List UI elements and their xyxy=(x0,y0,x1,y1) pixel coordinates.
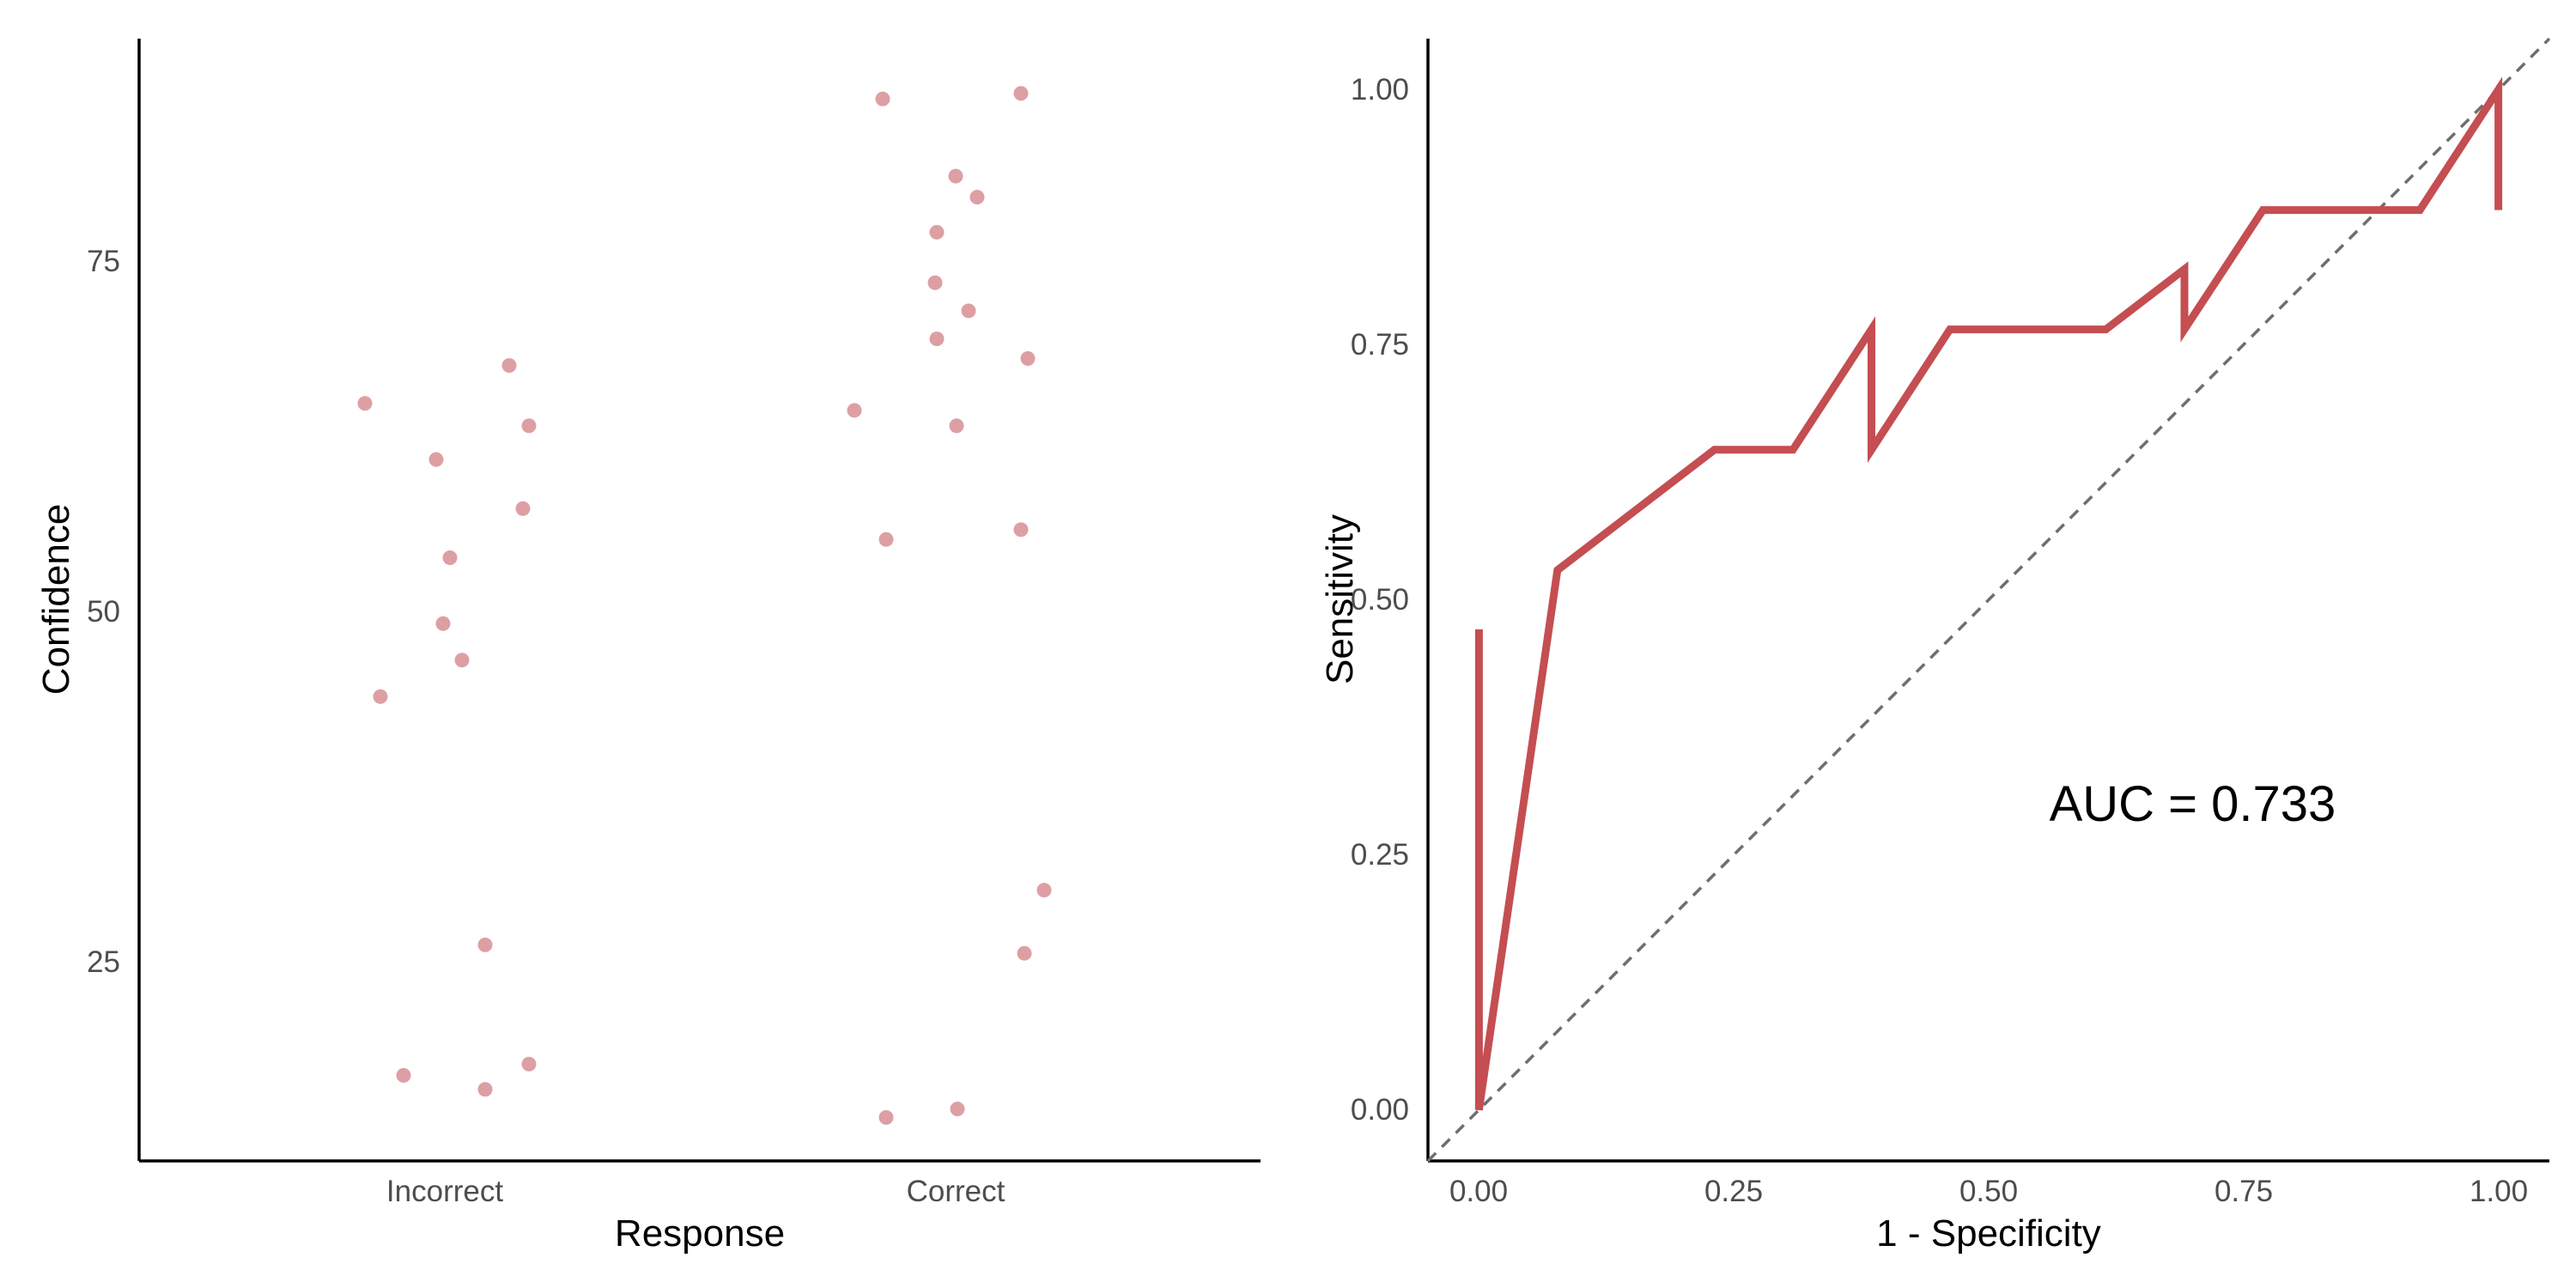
scatter-point xyxy=(373,689,388,704)
left-y-axis-title: Confidence xyxy=(35,504,77,696)
scatter-point xyxy=(969,190,985,205)
scatter-point xyxy=(878,1109,894,1125)
scatter-point xyxy=(950,1102,965,1117)
scatter-point xyxy=(428,452,444,467)
right-x-tick-label: 0.75 xyxy=(2215,1175,2273,1208)
scatter-point xyxy=(521,418,537,434)
right-y-tick-label: 0.25 xyxy=(1351,838,1409,872)
scatter-point xyxy=(396,1067,411,1083)
right-y-tick-label: 0.75 xyxy=(1351,328,1409,361)
right-y-ticks: 0.00 0.25 0.50 0.75 1.00 xyxy=(1351,73,1409,1127)
right-x-axis-title: 1 - Specificity xyxy=(1876,1212,2101,1255)
scatter-point xyxy=(847,403,862,418)
scatter-point xyxy=(949,418,964,434)
right-y-tick-label: 0.00 xyxy=(1351,1093,1409,1127)
roc-curve-panel: 0.00 0.25 0.50 0.75 1.00 0.00 0.25 0.50 … xyxy=(1319,37,2551,1255)
right-x-tick-label: 0.50 xyxy=(1959,1175,2018,1208)
right-y-axis-title: Sensitivity xyxy=(1319,514,1361,684)
scatter-point xyxy=(515,501,531,516)
scatter-points xyxy=(357,86,1052,1125)
roc-reference-diagonal xyxy=(1426,37,2551,1163)
left-y-tick-label: 75 xyxy=(87,245,120,278)
left-y-ticks: 25 50 75 xyxy=(87,245,120,979)
scatter-point xyxy=(477,1082,493,1097)
scatter-point xyxy=(521,1056,537,1072)
auc-annotation: AUC = 0.733 xyxy=(2050,776,2336,832)
left-x-ticks: Incorrect Correct xyxy=(386,1175,1005,1208)
scatter-point xyxy=(1013,522,1029,538)
right-x-tick-label: 1.00 xyxy=(2470,1175,2528,1208)
scatter-point xyxy=(1036,883,1052,898)
left-x-tick-label: Incorrect xyxy=(386,1175,503,1208)
scatter-point xyxy=(929,331,945,347)
scatter-point xyxy=(961,303,976,319)
scatter-point xyxy=(442,550,458,565)
scatter-point xyxy=(1020,350,1036,366)
right-x-ticks: 0.00 0.25 0.50 0.75 1.00 xyxy=(1449,1175,2528,1208)
scatter-point xyxy=(929,224,945,240)
scatter-point xyxy=(948,168,963,184)
left-y-tick-label: 25 xyxy=(87,945,120,979)
right-y-tick-label: 1.00 xyxy=(1351,73,1409,106)
scatter-point xyxy=(454,653,470,668)
scatter-point xyxy=(501,358,517,374)
right-y-tick-label: 0.50 xyxy=(1351,583,1409,617)
scatter-point xyxy=(878,532,894,547)
confidence-scatter-panel: 25 50 75 Incorrect Correct Response Conf… xyxy=(35,39,1261,1255)
scatter-point xyxy=(1013,86,1029,101)
scatter-point xyxy=(357,396,373,411)
scatter-point xyxy=(1017,945,1032,961)
right-x-tick-label: 0.25 xyxy=(1704,1175,1763,1208)
roc-curve-line xyxy=(1474,76,2503,1111)
right-x-tick-label: 0.00 xyxy=(1449,1175,1508,1208)
scatter-point xyxy=(927,275,943,290)
left-x-tick-label: Correct xyxy=(907,1175,1005,1208)
left-y-tick-label: 50 xyxy=(87,595,120,629)
scatter-point xyxy=(477,937,493,952)
scatter-point xyxy=(435,616,451,631)
scatter-point xyxy=(875,91,890,106)
left-x-axis-title: Response xyxy=(615,1212,785,1255)
